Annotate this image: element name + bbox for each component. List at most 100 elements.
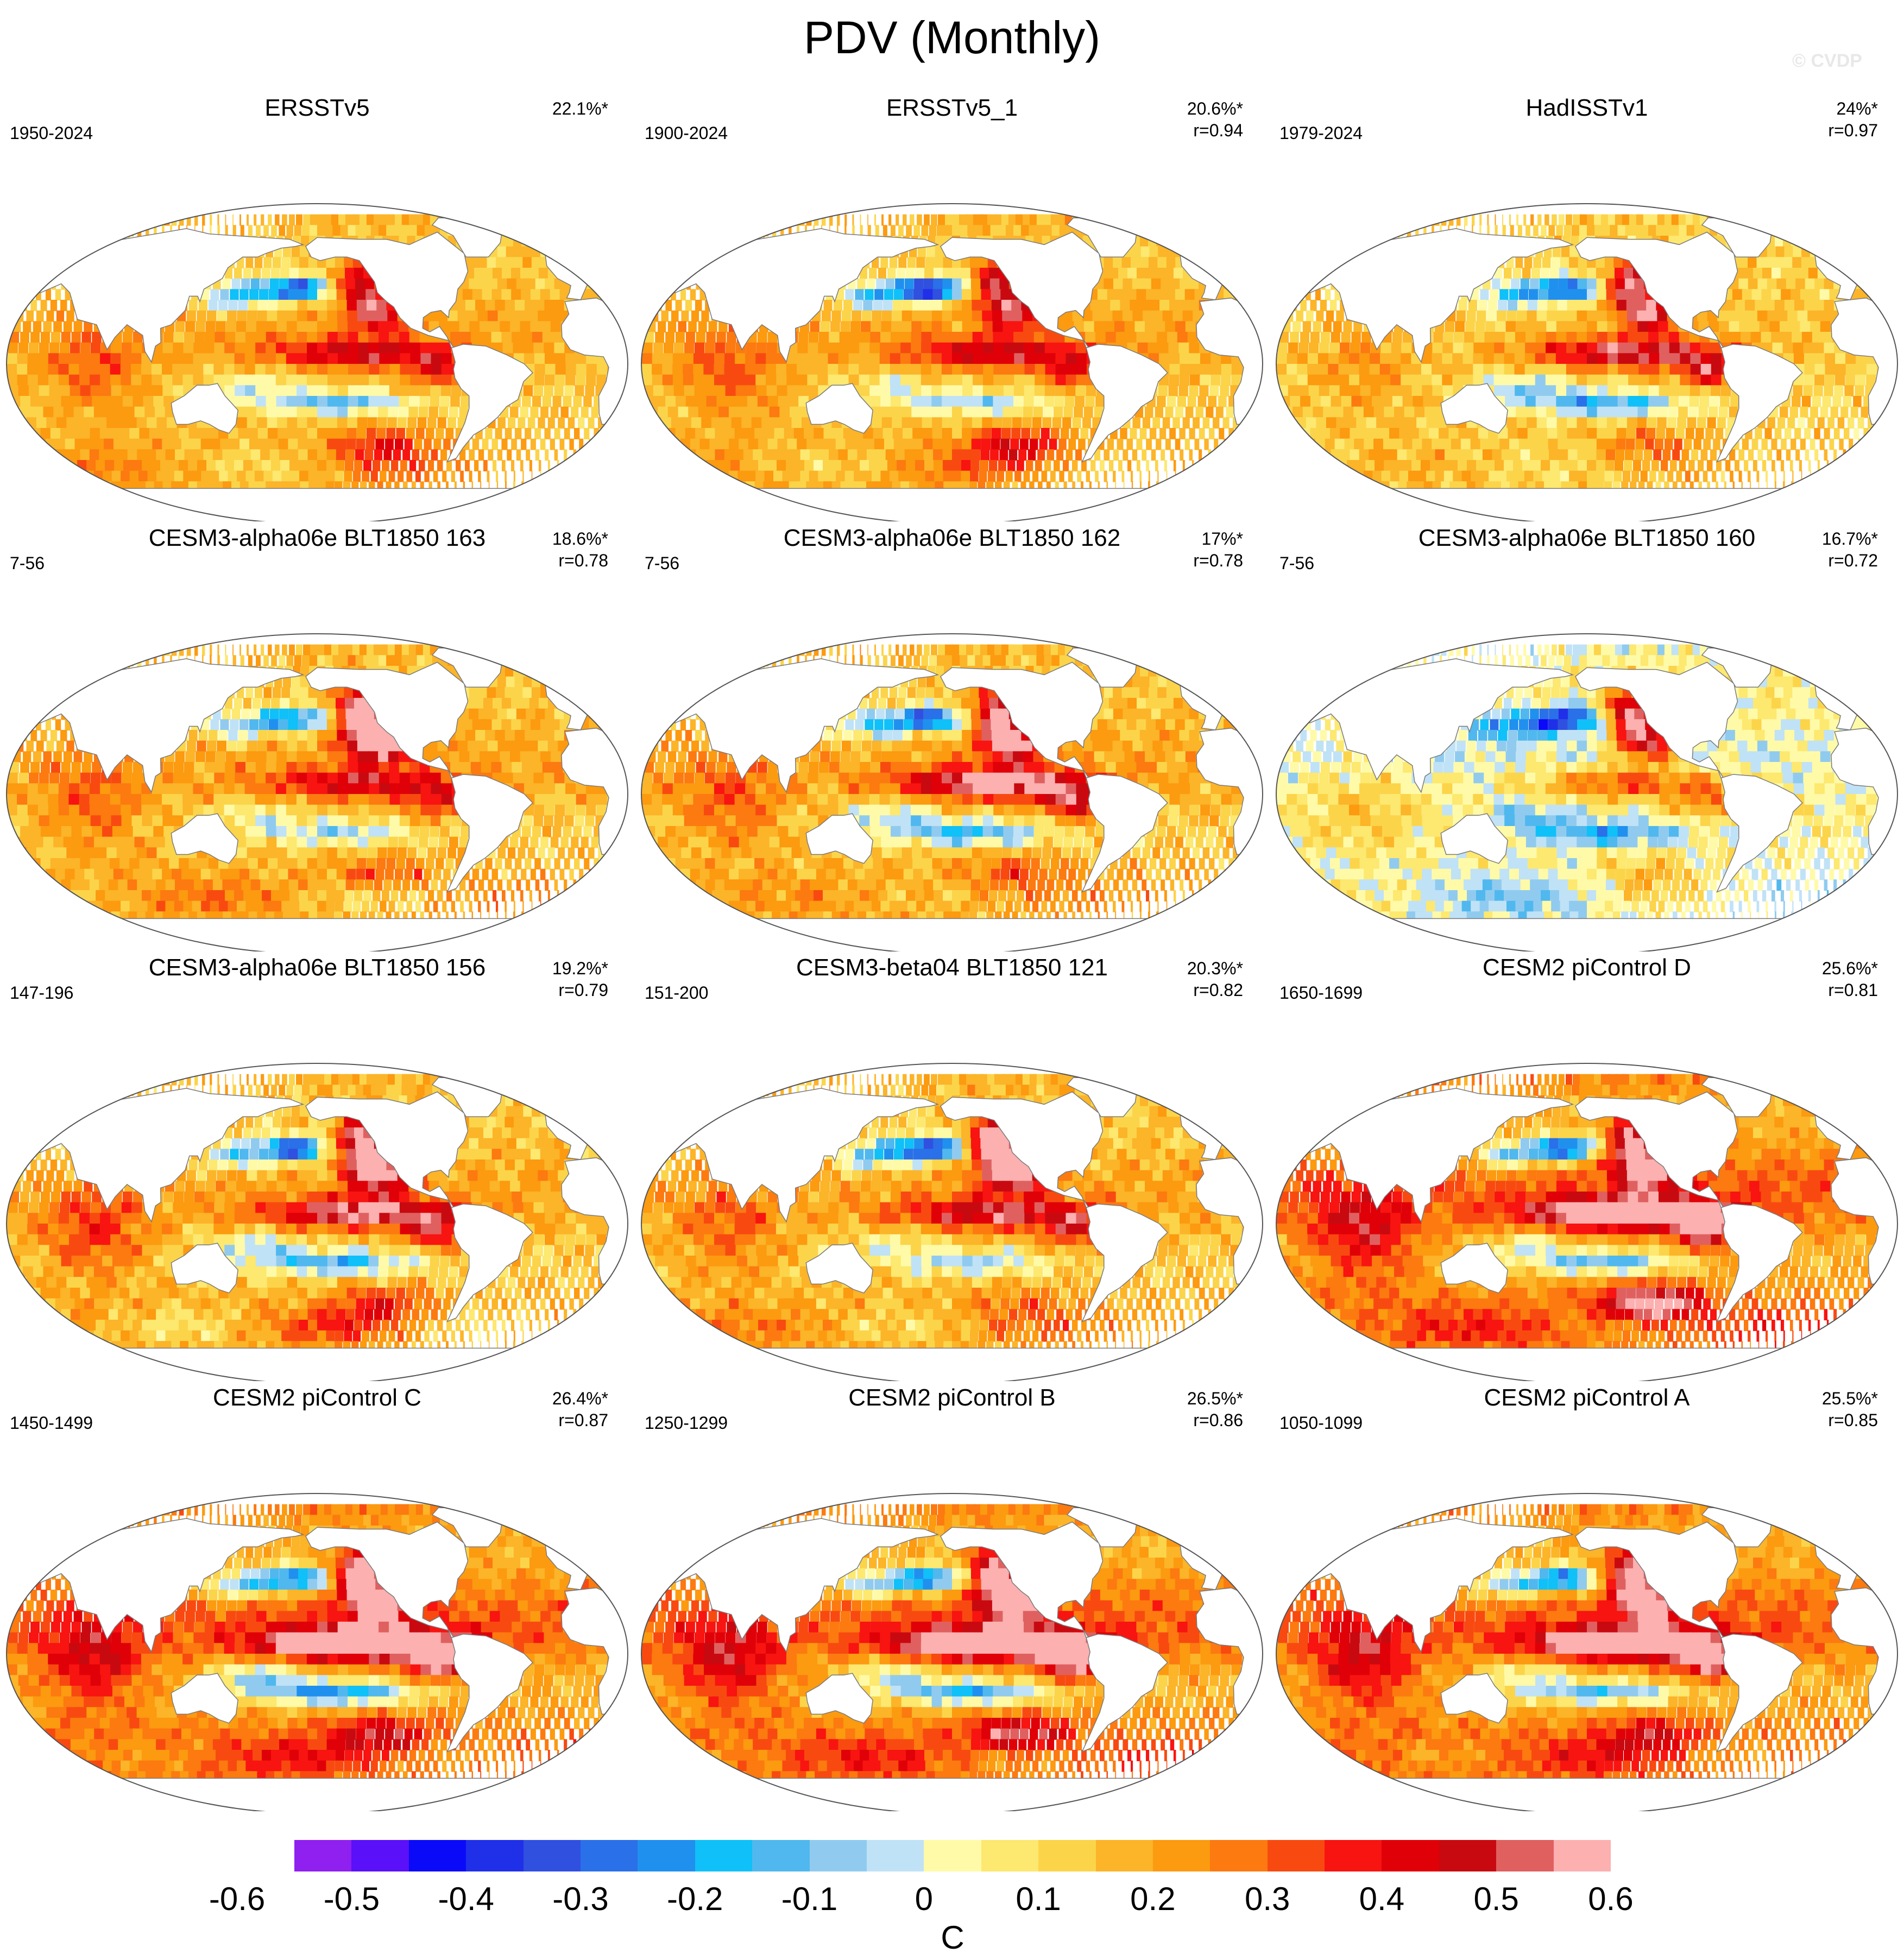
panel-stats: 20.6%* r=0.94	[1187, 98, 1243, 141]
colorbar-unit-label: C	[294, 1919, 1611, 1957]
land-mask	[805, 813, 873, 864]
land-mask	[701, 1347, 1203, 1381]
land-mask	[1440, 813, 1508, 864]
variance-explained: 22.1%*	[552, 98, 608, 119]
panel-title: ERSSTv5	[0, 92, 634, 124]
land-mask	[1293, 1088, 1574, 1223]
land-mask	[1574, 1521, 1738, 1641]
land-mask	[1440, 1673, 1508, 1724]
map-outline	[6, 1063, 628, 1381]
colorbar-swatch	[1267, 1840, 1325, 1871]
panel-period: 151-200	[645, 982, 708, 1003]
map-outline	[1276, 633, 1898, 951]
panel-period: 1900-2024	[645, 123, 728, 143]
land-mask	[446, 344, 533, 463]
land-mask	[1293, 658, 1574, 793]
sst-regression-map	[641, 633, 1263, 951]
map-outline	[1276, 1063, 1898, 1381]
land-mask	[1440, 1243, 1508, 1294]
colorbar-tick-label: -0.6	[194, 1880, 281, 1918]
panel-stats: 25.5%* r=0.85	[1822, 1388, 1878, 1431]
land-mask	[805, 383, 873, 434]
sst-regression-map	[641, 203, 1263, 521]
sst-field	[1276, 1074, 1897, 1381]
sst-field	[641, 214, 1263, 521]
colorbar-tick-label: 0.4	[1338, 1880, 1425, 1918]
panel-title: CESM3-alpha06e BLT1850 162	[635, 522, 1269, 554]
colorbar-swatch	[523, 1840, 581, 1871]
colorbar-swatch	[466, 1840, 524, 1871]
panel-stats: 20.3%* r=0.82	[1187, 957, 1243, 1001]
land-mask	[940, 1521, 1104, 1641]
panel-stats: 18.6%* r=0.78	[552, 528, 608, 571]
panel-period: 7-56	[1279, 553, 1314, 573]
land-mask	[171, 1673, 238, 1724]
colorbar-swatch	[1038, 1840, 1096, 1871]
land-mask	[1574, 231, 1738, 351]
panel-title: ERSSTv5_1	[635, 92, 1269, 124]
pattern-correlation: r=0.78	[1193, 550, 1243, 571]
colorbar-swatch	[408, 1840, 466, 1871]
pattern-correlation: r=0.81	[1822, 979, 1878, 1001]
map-panel: CESM3-alpha06e BLT1850 160 7-56 16.7%* r=0.…	[1270, 522, 1904, 951]
land-mask	[805, 1673, 873, 1724]
panel-title: CESM3-beta04 BLT1850 121	[635, 952, 1269, 984]
page-title: PDV (Monthly)	[0, 8, 1904, 67]
map-panel: CESM3-beta04 BLT1850 121 151-200 20.3%* r=0…	[635, 952, 1269, 1381]
colorbar-tick-label: 0.2	[1109, 1880, 1196, 1918]
land-mask	[701, 488, 1203, 521]
colorbar-swatch	[1095, 1840, 1153, 1871]
sst-regression-map	[6, 203, 628, 521]
land-mask	[305, 231, 469, 351]
land-mask	[171, 1243, 238, 1294]
panel-period: 1979-2024	[1279, 123, 1363, 143]
pattern-correlation: r=0.79	[552, 979, 608, 1001]
land-mask	[305, 1091, 469, 1211]
colorbar-swatch	[351, 1840, 409, 1871]
watermark: © CVDP	[1792, 50, 1862, 72]
colorbar-tick-label: -0.2	[652, 1880, 739, 1918]
panel-title: CESM3-alpha06e BLT1850 163	[0, 522, 634, 554]
colorbar-swatch	[1553, 1840, 1611, 1871]
sst-field	[1276, 1504, 1897, 1811]
panel-title: HadISSTv1	[1270, 92, 1904, 124]
land-mask	[23, 228, 305, 363]
panel-stats: 17%* r=0.78	[1193, 528, 1243, 571]
land-mask	[171, 383, 238, 434]
map-panel: ERSSTv5_1 1900-2024 20.6%* r=0.94	[635, 92, 1269, 521]
panel-title: CESM2 piControl B	[635, 1382, 1269, 1414]
panel-title: CESM3-alpha06e BLT1850 156	[0, 952, 634, 984]
variance-explained: 17%*	[1193, 528, 1244, 550]
panel-stats: 19.2%* r=0.79	[552, 957, 608, 1001]
map-outline	[641, 1063, 1263, 1381]
map-outline	[1276, 203, 1898, 521]
map-panel: CESM2 piControl B 1250-1299 26.5%* r=0.86	[635, 1382, 1269, 1811]
land-mask	[1081, 774, 1168, 893]
panel-title: CESM2 piControl A	[1270, 1382, 1904, 1414]
land-mask	[1335, 488, 1838, 521]
sst-regression-map	[6, 633, 628, 951]
variance-explained: 18.6%*	[552, 528, 608, 550]
land-mask	[1081, 1203, 1168, 1322]
pattern-correlation: r=0.85	[1822, 1409, 1878, 1431]
colorbar-swatch	[695, 1840, 753, 1871]
land-mask	[1335, 918, 1838, 951]
map-panel: CESM2 piControl C 1450-1499 26.4%* r=0.87	[0, 1382, 634, 1811]
pattern-correlation: r=0.87	[552, 1409, 608, 1431]
colorbar-tick-label: -0.3	[537, 1880, 624, 1918]
map-panel: CESM3-alpha06e BLT1850 156 147-196 19.2%* r…	[0, 952, 634, 1381]
map-outline	[641, 1493, 1263, 1811]
variance-explained: 26.5%*	[1187, 1388, 1243, 1409]
land-mask	[940, 1091, 1104, 1211]
map-panel: ERSSTv5 1950-2024 22.1%*	[0, 92, 634, 521]
pattern-correlation: r=0.86	[1187, 1409, 1243, 1431]
land-mask	[658, 658, 940, 793]
panel-title: CESM2 piControl D	[1270, 952, 1904, 984]
variance-explained: 25.5%*	[1822, 1388, 1878, 1409]
sst-field	[1276, 214, 1897, 521]
land-mask	[23, 658, 305, 793]
sst-field	[641, 1504, 1263, 1811]
sst-regression-map	[641, 1063, 1263, 1381]
land-mask	[1081, 1634, 1168, 1753]
variance-explained: 25.6%*	[1822, 957, 1878, 979]
